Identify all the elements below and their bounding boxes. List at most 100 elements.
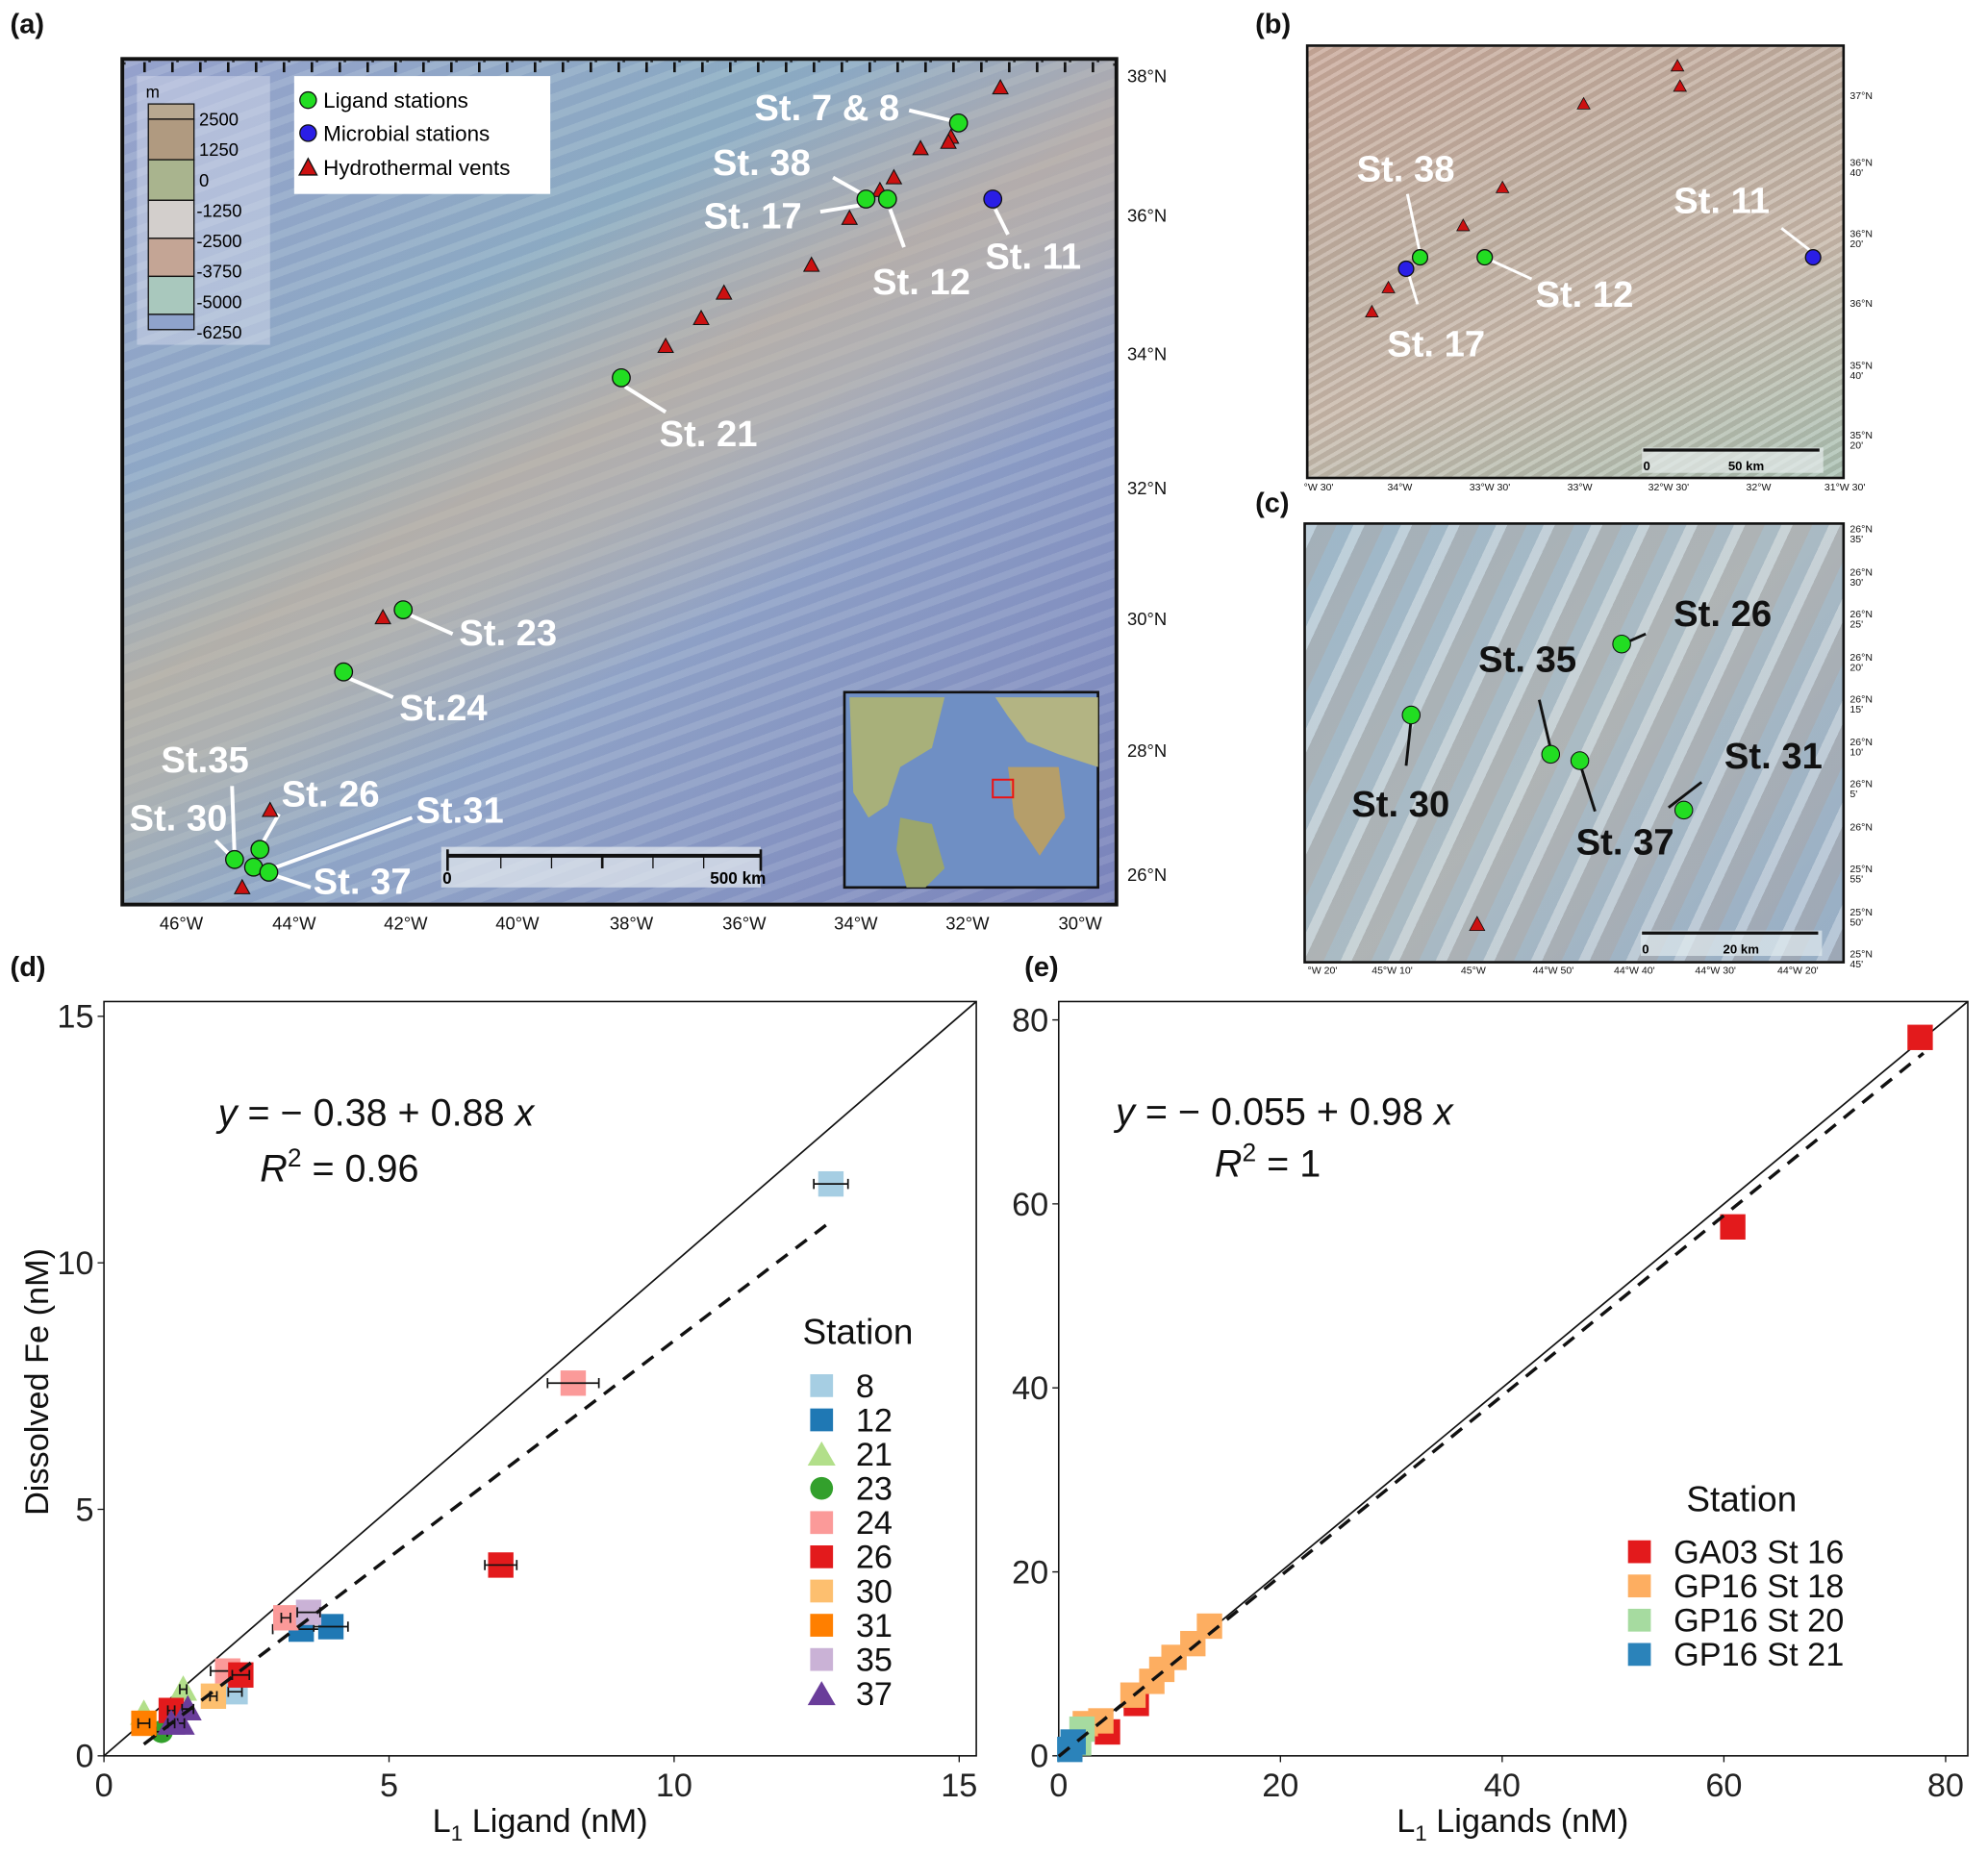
- x-tick-label: 5: [380, 1768, 398, 1804]
- x-tick-label: 20: [1262, 1768, 1298, 1804]
- legend-label: 21: [856, 1437, 893, 1473]
- colorbar-tick: 0: [199, 170, 209, 190]
- x-label-main: L: [433, 1803, 451, 1840]
- legend-key: [1627, 1643, 1651, 1667]
- lat-label: 34°N: [1126, 343, 1168, 364]
- station-label: St.24: [399, 688, 488, 729]
- scale-label: 50 km: [1728, 459, 1764, 473]
- series-gp16-st-21: [1057, 1729, 1086, 1763]
- vent-marker: [992, 78, 1009, 95]
- lon-label: 44°W 40': [1614, 965, 1655, 977]
- legend-title: Station: [802, 1312, 913, 1351]
- lat-label: 32°N: [1126, 477, 1168, 499]
- lat-label-min: 40': [1850, 369, 1864, 382]
- map-c-tag-detail: St. 26 St. 35 St. 30 St. 37 St. 31 0 20 …: [1303, 522, 1846, 964]
- y-tick-label: 60: [1012, 1187, 1048, 1223]
- lat-label: 28°N: [1126, 740, 1168, 761]
- lon-label: 32°W 30': [1648, 481, 1690, 493]
- frame-ticks: [124, 61, 1115, 73]
- station-label: St. 23: [459, 613, 557, 654]
- vent-marker: [802, 256, 820, 272]
- scale-zero: 0: [442, 868, 452, 888]
- station-marker: [393, 600, 414, 619]
- scale-zero: 0: [1644, 459, 1650, 473]
- lat-label: 26°N 10': [1850, 736, 1873, 758]
- vent-marker: [657, 337, 674, 354]
- lat-label: 35°N: [1850, 360, 1873, 372]
- station-marker: [250, 840, 270, 860]
- lat-label-deg: 26°N: [1850, 736, 1873, 748]
- lat-label-deg: 25°N: [1850, 863, 1873, 875]
- legend-title: Station: [1686, 1479, 1797, 1518]
- colorbar-tick: 1250: [199, 139, 239, 160]
- colorbar-unit: m: [146, 83, 160, 102]
- y-tick-label: 80: [1012, 1002, 1048, 1039]
- lat-label-min: 55': [1850, 873, 1864, 886]
- lat-label: 25°N 55': [1850, 863, 1873, 886]
- station-label: St. 12: [1535, 274, 1633, 315]
- lon-label: 44°W: [272, 913, 316, 934]
- ligand-station-icon: [299, 90, 317, 110]
- regression-equation: y = − 0.055 + 0.98 x: [1113, 1091, 1454, 1133]
- station-label: St. 38: [1357, 149, 1455, 190]
- vent-marker: [233, 878, 251, 894]
- lat-label-deg: 26°N: [1850, 778, 1873, 790]
- lon-label: 32°W: [1746, 481, 1772, 493]
- vent-icon: [298, 157, 318, 176]
- microbial-station-icon: [299, 124, 317, 142]
- lat-label: 30°N: [1126, 608, 1168, 629]
- r2-label: R: [260, 1148, 288, 1191]
- map-b-azores-detail: St. 38 St. 17 St. 12 St. 11 0 50 km: [1305, 44, 1846, 480]
- map-b-overlay: St. 38 St. 17 St. 12 St. 11 0 50 km: [1357, 59, 1824, 473]
- station-marker: [612, 367, 631, 388]
- legend-key: [807, 1681, 836, 1706]
- equation-x: x: [1432, 1091, 1454, 1133]
- vent-marker: [692, 309, 710, 326]
- legend-key: [1627, 1574, 1651, 1598]
- station-label: St. 21: [660, 414, 758, 455]
- vent-marker: [1469, 915, 1486, 932]
- station-arrows: [214, 108, 1010, 890]
- lat-label: 26°N 15': [1850, 694, 1873, 715]
- x-tick-label: 80: [1927, 1768, 1964, 1804]
- equation-y: y: [1113, 1091, 1137, 1133]
- legend-ligand: Ligand stations: [323, 88, 468, 113]
- x-label-subscript: 1: [451, 1821, 463, 1845]
- map-c-overlay: St. 26 St. 35 St. 30 St. 37 St. 31 0 20 …: [1351, 593, 1823, 956]
- scale-bar: 0 50 km: [1642, 447, 1824, 473]
- station-label: St. 37: [1576, 822, 1674, 864]
- y-axis-label: Dissolved Fe (nM): [19, 1248, 56, 1516]
- station-label: St. 7 & 8: [754, 88, 899, 129]
- station-label: St. 17: [1387, 323, 1485, 364]
- series-31: [131, 1710, 157, 1737]
- lon-label: 45°W 10': [1371, 965, 1413, 977]
- lat-label: 26°N: [1850, 821, 1873, 833]
- station-marker: [1612, 634, 1631, 654]
- lon-label: 44°W 50': [1532, 965, 1574, 977]
- scatter-plot-e: 0 20 40 60 80 0 20 40 60 80 y = − 0.055 + 0.98 x R2…: [1012, 1000, 1969, 1845]
- y-tick-label: 20: [1012, 1554, 1048, 1591]
- station-label: St. 31: [1724, 736, 1823, 777]
- lat-label-min: 15': [1850, 703, 1864, 715]
- y-tick-label: 0: [1030, 1739, 1048, 1775]
- station-label: St.31: [415, 790, 503, 832]
- legend-label: GP16 St 20: [1673, 1603, 1844, 1640]
- lat-label-min: 45': [1850, 958, 1864, 970]
- lon-label: 34°W: [834, 913, 878, 934]
- r2-label: R: [1215, 1142, 1243, 1185]
- lat-label-min: 40': [1850, 167, 1864, 179]
- station-label: St. 30: [129, 797, 227, 839]
- equation-rhs: = − 0.38 + 0.88: [238, 1092, 516, 1135]
- legend-key: [810, 1647, 834, 1671]
- station-marker: [948, 113, 969, 133]
- vent-marker: [374, 609, 391, 625]
- lat-label: 36°N: [1850, 297, 1873, 310]
- lon-label: 33°W 30': [1469, 481, 1511, 493]
- lat-label: 37°N: [1850, 89, 1873, 102]
- panel-label-c: (c): [1255, 487, 1290, 519]
- scale-label: 20 km: [1724, 941, 1759, 956]
- lat-label: 36°N: [1126, 205, 1168, 226]
